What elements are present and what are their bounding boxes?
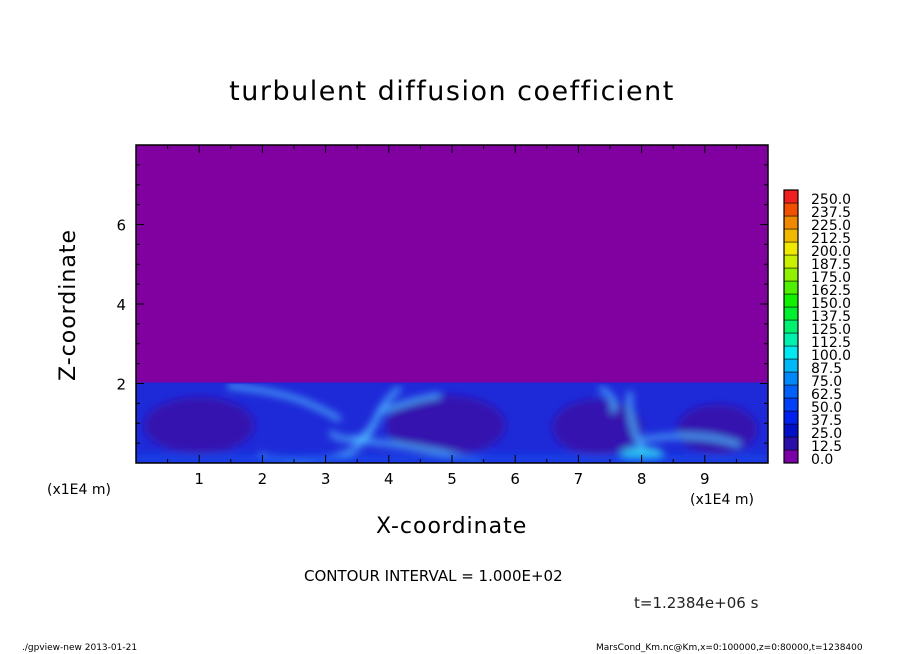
colorbar-label: 187.5 [811, 257, 851, 273]
colorbar-frame [783, 189, 799, 464]
plume [379, 392, 441, 415]
eddy-core [144, 397, 255, 454]
y-axis-label: Z-coordinate [56, 229, 81, 381]
footer-left: ./gpview-new 2013-01-21 [22, 643, 138, 653]
colorbar-swatch [783, 449, 799, 464]
colorbar-swatch [783, 410, 799, 425]
colorbar-label: 12.5 [811, 439, 842, 455]
colorbar-swatch [783, 319, 799, 334]
colorbar-label: 225.0 [811, 218, 851, 234]
x-axis-label: X-coordinate [376, 514, 528, 539]
chart-title: turbulent diffusion coefficient [229, 76, 675, 107]
colorbar-label: 250.0 [811, 192, 851, 208]
colorbar-swatch [783, 358, 799, 373]
x-tick-label: 5 [447, 470, 457, 488]
x-unit-label: (x1E4 m) [690, 492, 754, 508]
colorbar-swatch [783, 254, 799, 269]
colorbar-label: 175.0 [811, 270, 851, 286]
plume [639, 433, 741, 448]
time-label: t=1.2384e+06 s [634, 594, 759, 612]
x-tick-label: 2 [258, 470, 268, 488]
y-tick-label: 2 [116, 376, 126, 394]
colorbar-swatch [783, 345, 799, 360]
colorbar-swatch [783, 423, 799, 438]
colorbar-swatch [783, 397, 799, 412]
colorbar-label: 200.0 [811, 244, 851, 260]
colorbar-label: 87.5 [811, 361, 842, 377]
colorbar-label: 62.5 [811, 387, 842, 403]
colorbar-swatch [783, 241, 799, 256]
colorbar-label: 112.5 [811, 335, 851, 351]
eddy-core [552, 399, 643, 456]
colorbar-label: 162.5 [811, 283, 851, 299]
colorbar-swatch [783, 293, 799, 308]
x-tick-label: 8 [637, 470, 647, 488]
colorbar-swatch [783, 267, 799, 282]
colorbar-swatch [783, 436, 799, 451]
footer-right: MarsCond_Km.nc@Km,x=0:100000,z=0:80000,t… [596, 643, 863, 653]
colorbar-label: 0.0 [811, 452, 833, 468]
eddy-core [677, 404, 758, 455]
colorbar-label: 25.0 [811, 426, 842, 442]
x-tick-label: 6 [510, 470, 520, 488]
x-tick-label: 9 [700, 470, 710, 488]
x-tick-label: 1 [194, 470, 204, 488]
colorbar-label: 37.5 [811, 413, 842, 429]
colorbar-label: 125.0 [811, 322, 851, 338]
colorbar-label: 212.5 [811, 231, 851, 247]
y-tick-label: 6 [116, 217, 126, 235]
colorbar-swatch [783, 280, 799, 295]
colorbar-swatch [783, 371, 799, 386]
y-unit-label: (x1E4 m) [47, 482, 111, 498]
colorbar-label: 50.0 [811, 400, 842, 416]
colorbar-label: 237.5 [811, 205, 851, 221]
colorbar-swatch [783, 306, 799, 321]
colorbar-swatch [783, 332, 799, 347]
x-tick-label: 7 [574, 470, 584, 488]
x-tick-label: 4 [384, 470, 394, 488]
colorbar-label: 75.0 [811, 374, 842, 390]
colorbar-swatch [783, 202, 799, 217]
plume [598, 385, 617, 414]
contour-interval: CONTOUR INTERVAL = 1.000E+02 [304, 567, 563, 585]
eddy-core [385, 395, 506, 456]
colorbar-swatch [783, 384, 799, 399]
colorbar-label: 137.5 [811, 309, 851, 325]
plume [227, 383, 342, 423]
colorbar-label: 150.0 [811, 296, 851, 312]
x-tick-label: 3 [321, 470, 331, 488]
y-tick-label: 4 [116, 296, 126, 314]
colorbar-label: 100.0 [811, 348, 851, 364]
colorbar-swatch [783, 189, 799, 204]
colorbar-swatch [783, 228, 799, 243]
colorbar-swatch [783, 215, 799, 230]
